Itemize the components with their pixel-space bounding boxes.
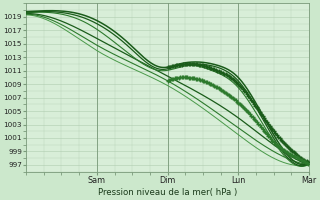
X-axis label: Pression niveau de la mer( hPa ): Pression niveau de la mer( hPa ) (98, 188, 237, 197)
